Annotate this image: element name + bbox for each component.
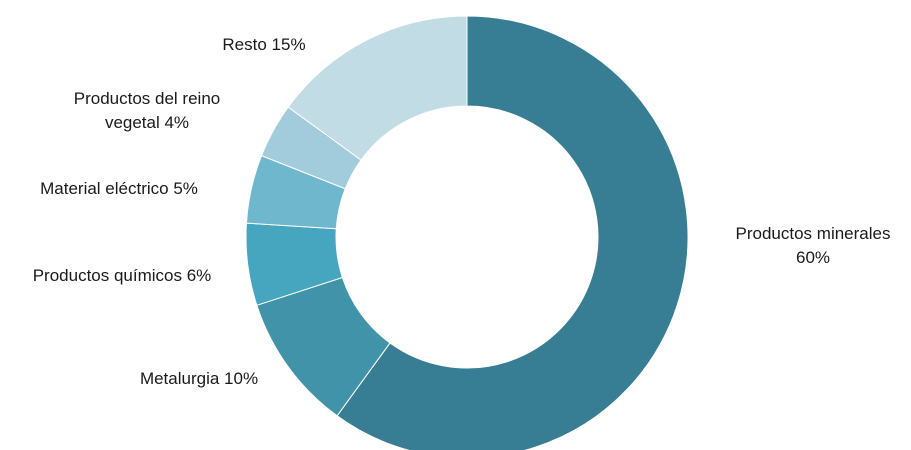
slice-label: Productos minerales 60% bbox=[736, 224, 891, 267]
labels-layer: Productos minerales 60% Metalurgia 10% Prod… bbox=[33, 35, 891, 388]
slice-label: Material eléctrico 5% bbox=[40, 179, 198, 198]
slice-label: Productos químicos 6% bbox=[33, 266, 212, 285]
slice-label: Resto 15% bbox=[222, 35, 305, 54]
slice-label-line: 60% bbox=[796, 248, 830, 267]
slice-label-line: Productos minerales bbox=[736, 224, 891, 243]
slice-label-line: Productos químicos 6% bbox=[33, 266, 212, 285]
slice-label: Productos del reino vegetal 4% bbox=[74, 89, 220, 132]
slice-productos-minerales bbox=[336, 15, 689, 450]
slice-label-line: Material eléctrico 5% bbox=[40, 179, 198, 198]
slice-label-line: Metalurgia 10% bbox=[140, 369, 258, 388]
slice-label-line: Resto 15% bbox=[222, 35, 305, 54]
slice-label-line: vegetal 4% bbox=[105, 113, 189, 132]
slice-label: Metalurgia 10% bbox=[140, 369, 258, 388]
slice-label-line: Productos del reino bbox=[74, 89, 220, 108]
slices-layer bbox=[245, 15, 689, 450]
slice-resto bbox=[287, 15, 468, 161]
